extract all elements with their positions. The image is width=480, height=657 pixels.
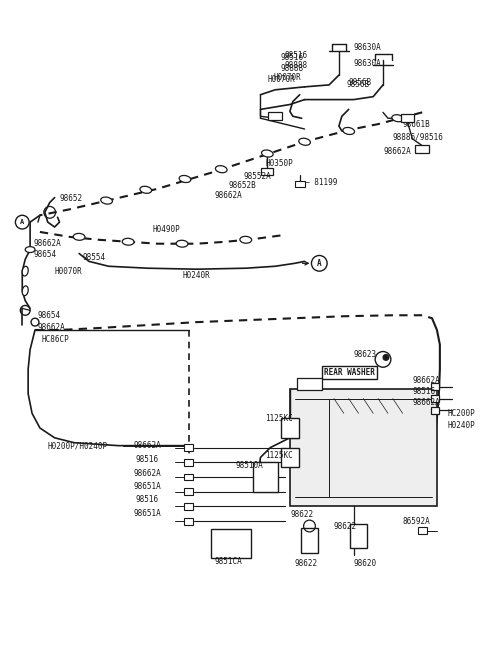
Bar — [300, 528, 318, 553]
Text: A: A — [317, 259, 322, 268]
Text: 98662A: 98662A — [215, 191, 242, 200]
Text: 98552A: 98552A — [244, 171, 272, 181]
Text: 98622: 98622 — [334, 522, 357, 531]
Text: 98516: 98516 — [285, 51, 308, 60]
Text: 98654: 98654 — [33, 250, 56, 259]
Text: 98516: 98516 — [412, 387, 435, 396]
Ellipse shape — [140, 186, 152, 193]
Text: 98510A: 98510A — [236, 461, 264, 470]
Bar — [415, 145, 429, 152]
Text: 98622: 98622 — [295, 559, 318, 568]
Ellipse shape — [22, 286, 28, 296]
Text: HC86CP: HC86CP — [42, 335, 70, 344]
Ellipse shape — [299, 138, 311, 145]
Ellipse shape — [101, 197, 112, 204]
Ellipse shape — [179, 175, 191, 183]
Text: H0240R: H0240R — [182, 271, 210, 280]
Bar — [184, 503, 193, 510]
Text: 98662A: 98662A — [412, 398, 440, 407]
Text: 98654: 98654 — [38, 311, 61, 320]
Text: 98661B: 98661B — [403, 120, 431, 129]
Ellipse shape — [73, 233, 85, 240]
Text: H0240P: H0240P — [448, 420, 476, 430]
Bar — [418, 528, 427, 534]
Text: 98651A: 98651A — [133, 509, 161, 518]
Ellipse shape — [22, 266, 28, 276]
Text: — 81199: — 81199 — [305, 179, 337, 187]
Ellipse shape — [216, 166, 227, 173]
Text: 98516: 98516 — [136, 455, 159, 464]
Bar — [262, 168, 273, 175]
Text: 98886/98516: 98886/98516 — [393, 132, 444, 141]
Ellipse shape — [262, 150, 273, 157]
Text: 98516: 98516 — [136, 495, 159, 504]
Bar — [297, 378, 322, 390]
Text: 98623: 98623 — [354, 350, 377, 359]
Text: H0070R: H0070R — [267, 76, 295, 85]
Text: 9856B: 9856B — [347, 80, 370, 89]
Bar — [431, 384, 439, 390]
Text: 98662A: 98662A — [133, 468, 161, 478]
Bar — [184, 518, 193, 524]
Ellipse shape — [240, 237, 252, 243]
Bar — [281, 419, 299, 438]
Text: 98554: 98554 — [82, 253, 105, 262]
Text: 98888: 98888 — [285, 61, 308, 70]
Text: 98888: 98888 — [280, 64, 303, 73]
Ellipse shape — [343, 127, 355, 135]
Text: 98630A: 98630A — [354, 59, 381, 68]
Ellipse shape — [122, 238, 134, 245]
Bar — [184, 444, 193, 451]
Text: 98652: 98652 — [60, 194, 83, 203]
Text: H0070R: H0070R — [55, 267, 83, 276]
Text: 98662A: 98662A — [38, 323, 66, 332]
Text: HC200P: HC200P — [448, 409, 476, 418]
Text: 98516: 98516 — [280, 53, 303, 62]
Text: 1125KC: 1125KC — [265, 451, 293, 460]
Text: 9856B: 9856B — [348, 78, 372, 87]
Text: 98620: 98620 — [354, 559, 377, 568]
Text: 98662A: 98662A — [33, 239, 61, 248]
Text: REAR WASHER: REAR WASHER — [324, 368, 375, 376]
Text: 98651A: 98651A — [133, 482, 161, 491]
Bar — [212, 529, 251, 558]
Text: 1125KC: 1125KC — [265, 414, 293, 422]
Text: 9851CA: 9851CA — [215, 557, 242, 566]
Bar — [431, 395, 439, 402]
Text: 98662A: 98662A — [383, 147, 411, 156]
Text: 98662A: 98662A — [133, 441, 161, 450]
Bar — [184, 459, 193, 466]
Bar — [281, 447, 299, 467]
Bar — [184, 488, 193, 495]
Bar — [349, 524, 367, 548]
Text: H0070R: H0070R — [273, 72, 301, 81]
Text: 98662A: 98662A — [412, 376, 440, 386]
Bar — [295, 181, 305, 187]
Text: 98630A: 98630A — [354, 43, 381, 52]
Text: A: A — [20, 219, 24, 225]
Text: H0200P/H0240P: H0200P/H0240P — [48, 441, 108, 450]
Bar — [431, 407, 439, 414]
Ellipse shape — [176, 240, 188, 247]
Text: 98622: 98622 — [291, 510, 314, 519]
Ellipse shape — [392, 115, 404, 122]
Bar — [401, 114, 414, 122]
Text: H0490P: H0490P — [153, 225, 180, 233]
Bar — [290, 389, 437, 507]
Text: 86592A: 86592A — [403, 516, 431, 526]
Text: 98652B: 98652B — [228, 181, 256, 191]
Text: H0350P: H0350P — [265, 159, 293, 168]
Bar — [268, 112, 282, 120]
Bar — [184, 474, 193, 480]
Bar — [253, 463, 277, 491]
Circle shape — [383, 355, 389, 360]
Ellipse shape — [25, 246, 35, 252]
